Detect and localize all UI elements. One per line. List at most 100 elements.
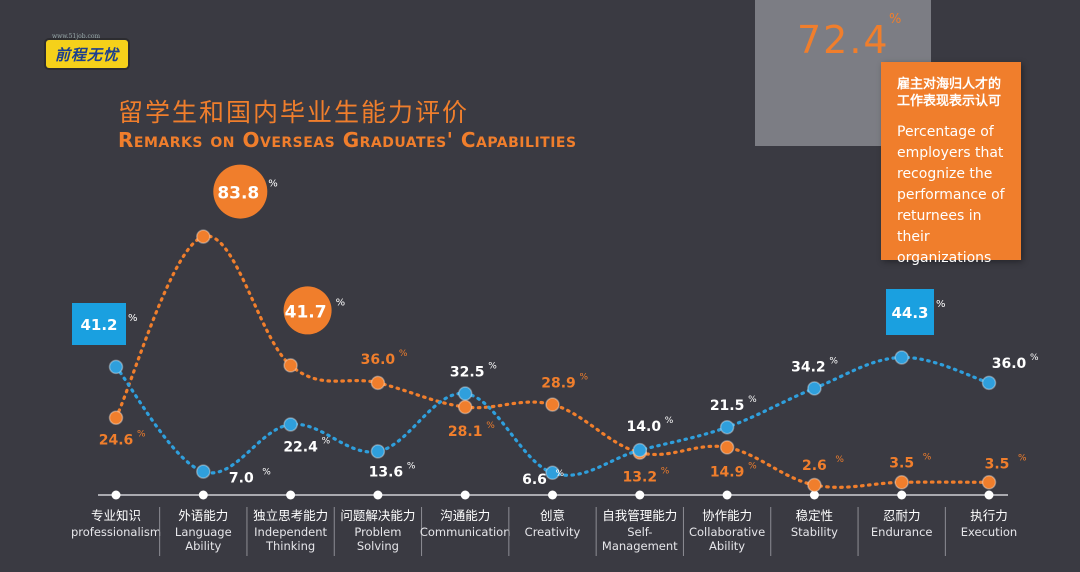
category-label-en: Solving [357,539,399,553]
category-label-en: Endurance [871,525,933,539]
value-unit-overseas: % [748,461,757,471]
category-label-en: Language [175,525,232,539]
data-point-overseas [108,410,124,425]
data-point-overseas [981,475,997,490]
value-label-domestic: 13.6 [369,464,404,480]
data-point-domestic [632,442,648,458]
value-bubble-overseas [213,164,268,219]
category-tick-dot [548,490,557,500]
value-unit-domestic: % [556,469,565,479]
category-label-en: Ability [709,539,745,553]
value-unit-overseas: % [923,452,932,462]
data-point-domestic [370,444,386,459]
value-unit-domestic: % [936,299,946,310]
value-unit-overseas: % [580,373,589,383]
value-label-overseas: 3.5 [889,455,914,471]
category-label-en: Communication [420,525,511,539]
callout-value: 72.4 [797,18,890,62]
category-label-en: Problem [354,525,401,539]
category-label-en: Self- [627,525,652,539]
data-point-overseas [719,440,735,455]
category-label-en: Creativity [525,525,581,539]
value-unit-domestic: % [665,416,674,426]
category-tick-dot [373,490,383,500]
value-box-domestic [72,303,126,345]
category-tick-dot [722,490,732,500]
category-tick-dot [460,490,470,500]
data-point-overseas [283,358,298,373]
value-unit-overseas: % [336,297,346,308]
value-unit-overseas: % [661,467,670,477]
value-label-domestic: 32.5 [450,365,485,381]
category-label-cn: 问题解决能力 [340,508,415,523]
value-label-domestic: 34.2 [791,359,826,375]
category-label-cn: 沟通能力 [440,508,490,523]
category-label-en: Management [602,539,678,553]
data-point-domestic [719,419,735,435]
brand-logo: www.51job.com 前程无忧 [46,33,128,68]
value-label-domestic: 7.0 [229,471,254,487]
category-label-cn: 专业知识 [91,508,141,523]
value-label-overseas: 3.5 [985,456,1010,472]
value-label-overseas: 28.9 [541,376,576,392]
category-tick-dot [897,490,907,500]
series-line-domestic [114,355,991,477]
data-point-domestic [457,386,473,401]
value-label-domestic: 41.2 [80,316,117,334]
callout-text-cn: 雇主对海归人才的工作表现表示认可 [897,77,1002,109]
value-box-domestic [886,289,934,335]
category-label-en: Thinking [265,539,315,553]
value-label-overseas: 28.1 [448,424,483,440]
value-unit-domestic: % [407,461,416,471]
value-label-domestic: 36.0 [992,356,1027,372]
category-tick-dot [286,490,296,500]
value-bubble-overseas [283,286,332,335]
category-label-cn: 外语能力 [178,508,228,523]
value-unit-domestic: % [1030,353,1039,363]
data-point-domestic [981,375,997,391]
category-tick-dot [635,490,645,500]
value-label-domestic: 14.0 [627,419,662,435]
value-unit-overseas: % [137,430,146,440]
value-unit-overseas: % [835,455,844,465]
category-label-cn: 执行力 [970,508,1008,523]
data-point-domestic [894,350,909,365]
value-label-overseas: 2.6 [802,458,827,474]
logo-text: 前程无忧 [54,45,119,64]
value-label-overseas: 13.2 [623,470,658,486]
category-label-en: Execution [961,525,1017,539]
logo-site: www.51job.com [52,33,101,40]
category-label-en: Stability [791,525,838,539]
chart-subtitle: Remarks on Overseas Graduates' Capabilit… [118,128,577,152]
category-label-cn: 稳定性 [796,508,834,523]
data-point-overseas [196,229,211,244]
value-label-domestic: 6.6 [522,472,547,488]
value-unit-domestic: % [488,362,497,372]
value-label-overseas: 14.9 [710,464,745,480]
category-label-en: Collaborative [689,525,765,539]
value-unit-domestic: % [748,395,757,405]
value-label-domestic: 21.5 [710,398,745,414]
value-label-overseas: 24.6 [99,433,134,449]
category-tick-dot [111,490,121,500]
category-label-cn: 创意 [540,508,565,523]
value-label-overseas: 41.7 [285,302,327,322]
data-point-domestic [108,359,124,375]
data-point-overseas [370,375,386,391]
data-point-overseas [457,399,473,415]
category-label-cn: 独立思考能力 [253,508,328,523]
category-label-cn: 协作能力 [702,508,752,523]
data-point-domestic [545,465,560,481]
series-line-overseas [114,234,991,489]
value-unit-domestic: % [262,468,271,478]
category-tick-dot [984,490,994,500]
value-unit-overseas: % [486,421,495,431]
value-unit-domestic: % [322,436,331,446]
data-point-overseas [545,397,560,412]
category-label-en: Independent [254,525,327,539]
value-label-domestic: 22.4 [283,439,318,455]
value-label-domestic: 44.3 [891,304,928,322]
category-tick-dot [198,490,208,500]
data-point-domestic [807,381,822,396]
